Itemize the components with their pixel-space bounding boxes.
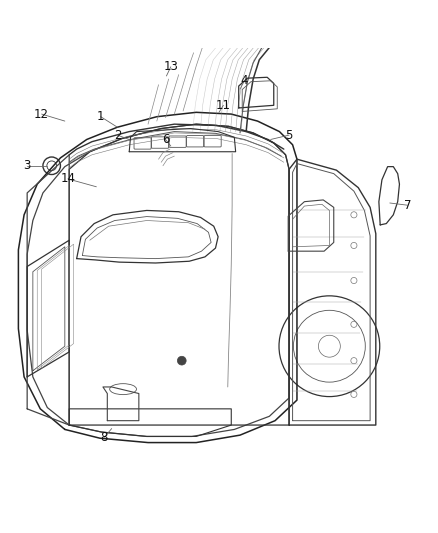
Text: 8: 8 bbox=[101, 431, 108, 444]
Text: 13: 13 bbox=[163, 60, 178, 73]
Text: 1: 1 bbox=[97, 110, 105, 123]
Text: 2: 2 bbox=[113, 128, 121, 142]
Text: 14: 14 bbox=[60, 172, 75, 185]
Text: 7: 7 bbox=[403, 199, 411, 212]
Text: 4: 4 bbox=[240, 74, 248, 87]
Text: 5: 5 bbox=[286, 128, 293, 142]
Circle shape bbox=[177, 356, 186, 365]
Text: 3: 3 bbox=[24, 159, 31, 172]
Text: 12: 12 bbox=[34, 108, 49, 120]
Text: 6: 6 bbox=[162, 133, 170, 146]
Text: 11: 11 bbox=[216, 99, 231, 112]
